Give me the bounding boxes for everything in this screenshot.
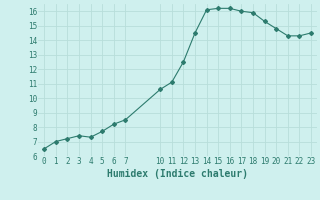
X-axis label: Humidex (Indice chaleur): Humidex (Indice chaleur) <box>107 169 248 179</box>
